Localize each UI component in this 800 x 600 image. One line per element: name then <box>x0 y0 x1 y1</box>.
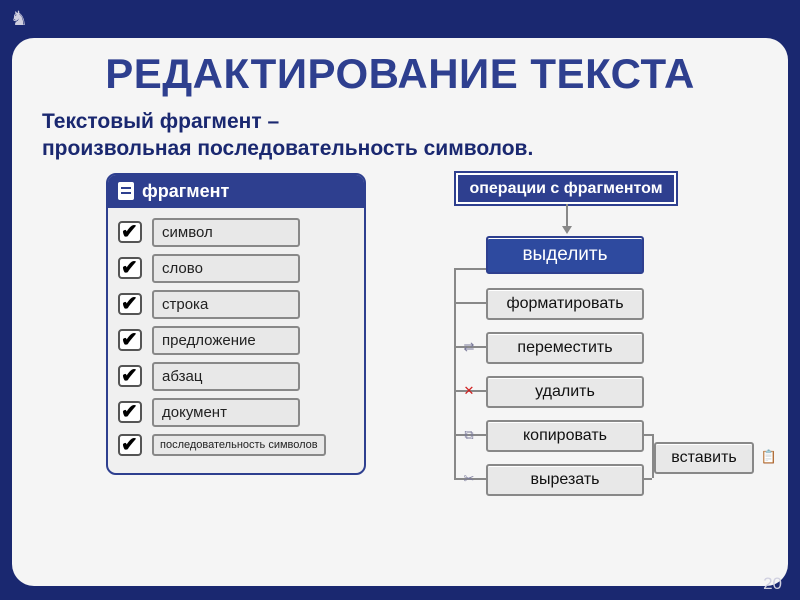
fragment-item: символ <box>118 218 354 247</box>
fragment-item-label: предложение <box>152 326 300 355</box>
connector <box>644 478 652 480</box>
fragment-item-label: символ <box>152 218 300 247</box>
operations-header: операции с фрагментом <box>456 173 676 204</box>
checkmark-icon <box>118 329 142 351</box>
checkmark-icon <box>118 257 142 279</box>
document-icon <box>118 182 134 200</box>
checkmark-icon <box>118 221 142 243</box>
connector <box>454 268 456 478</box>
slide-logo: ♞ <box>10 6 28 31</box>
op-cut: вырезать <box>486 464 644 496</box>
fragment-item-label: строка <box>152 290 300 319</box>
op-paste: вставить <box>654 442 754 474</box>
paste-icon: 📋 <box>760 448 778 466</box>
op-move: переместить <box>486 332 644 364</box>
fragment-item: последовательность символов <box>118 434 354 456</box>
fragment-item: слово <box>118 254 354 283</box>
connector <box>454 268 486 270</box>
fragment-item-label: абзац <box>152 362 300 391</box>
op-select: выделить <box>486 236 644 274</box>
copy-icon: ⧉ <box>460 426 478 444</box>
slide-panel: РЕДАКТИРОВАНИЕ ТЕКСТА Текстовый фрагмент… <box>12 38 788 586</box>
connector <box>454 302 486 304</box>
move-icon: ⇄ <box>460 338 478 356</box>
cut-icon: ✂ <box>460 470 478 488</box>
op-delete: удалить <box>486 376 644 408</box>
operations-flowchart: выделить форматировать переместить ⇄ удалить… <box>396 212 696 537</box>
op-format: форматировать <box>486 288 644 320</box>
fragment-item-label: документ <box>152 398 300 427</box>
delete-icon: ✕ <box>460 382 478 400</box>
page-number: 20 <box>763 574 782 594</box>
fragment-list: символ слово строка предложение абзац докумен… <box>108 208 364 473</box>
fragment-header: фрагмент <box>108 175 364 208</box>
fragment-item: абзац <box>118 362 354 391</box>
fragment-item-label: последовательность символов <box>152 434 326 456</box>
operations-panel: операции с фрагментом выделить форматиров… <box>396 173 696 537</box>
fragment-panel: фрагмент символ слово строка предложение абз… <box>106 173 366 475</box>
fragment-item: документ <box>118 398 354 427</box>
slide-subtitle: Текстовый фрагмент – произвольная послед… <box>42 108 764 163</box>
diagram-area: фрагмент символ слово строка предложение абз… <box>106 173 696 548</box>
fragment-header-label: фрагмент <box>142 181 229 202</box>
subtitle-line2: произвольная последовательность символов… <box>42 137 533 160</box>
fragment-item-label: слово <box>152 254 300 283</box>
fragment-item: предложение <box>118 326 354 355</box>
checkmark-icon <box>118 434 142 456</box>
connector <box>644 434 652 436</box>
fragment-item: строка <box>118 290 354 319</box>
op-copy: копировать <box>486 420 644 452</box>
checkmark-icon <box>118 401 142 423</box>
checkmark-icon <box>118 293 142 315</box>
subtitle-line1: Текстовый фрагмент – <box>42 110 279 133</box>
slide-title: РЕДАКТИРОВАНИЕ ТЕКСТА <box>36 50 764 98</box>
checkmark-icon <box>118 365 142 387</box>
